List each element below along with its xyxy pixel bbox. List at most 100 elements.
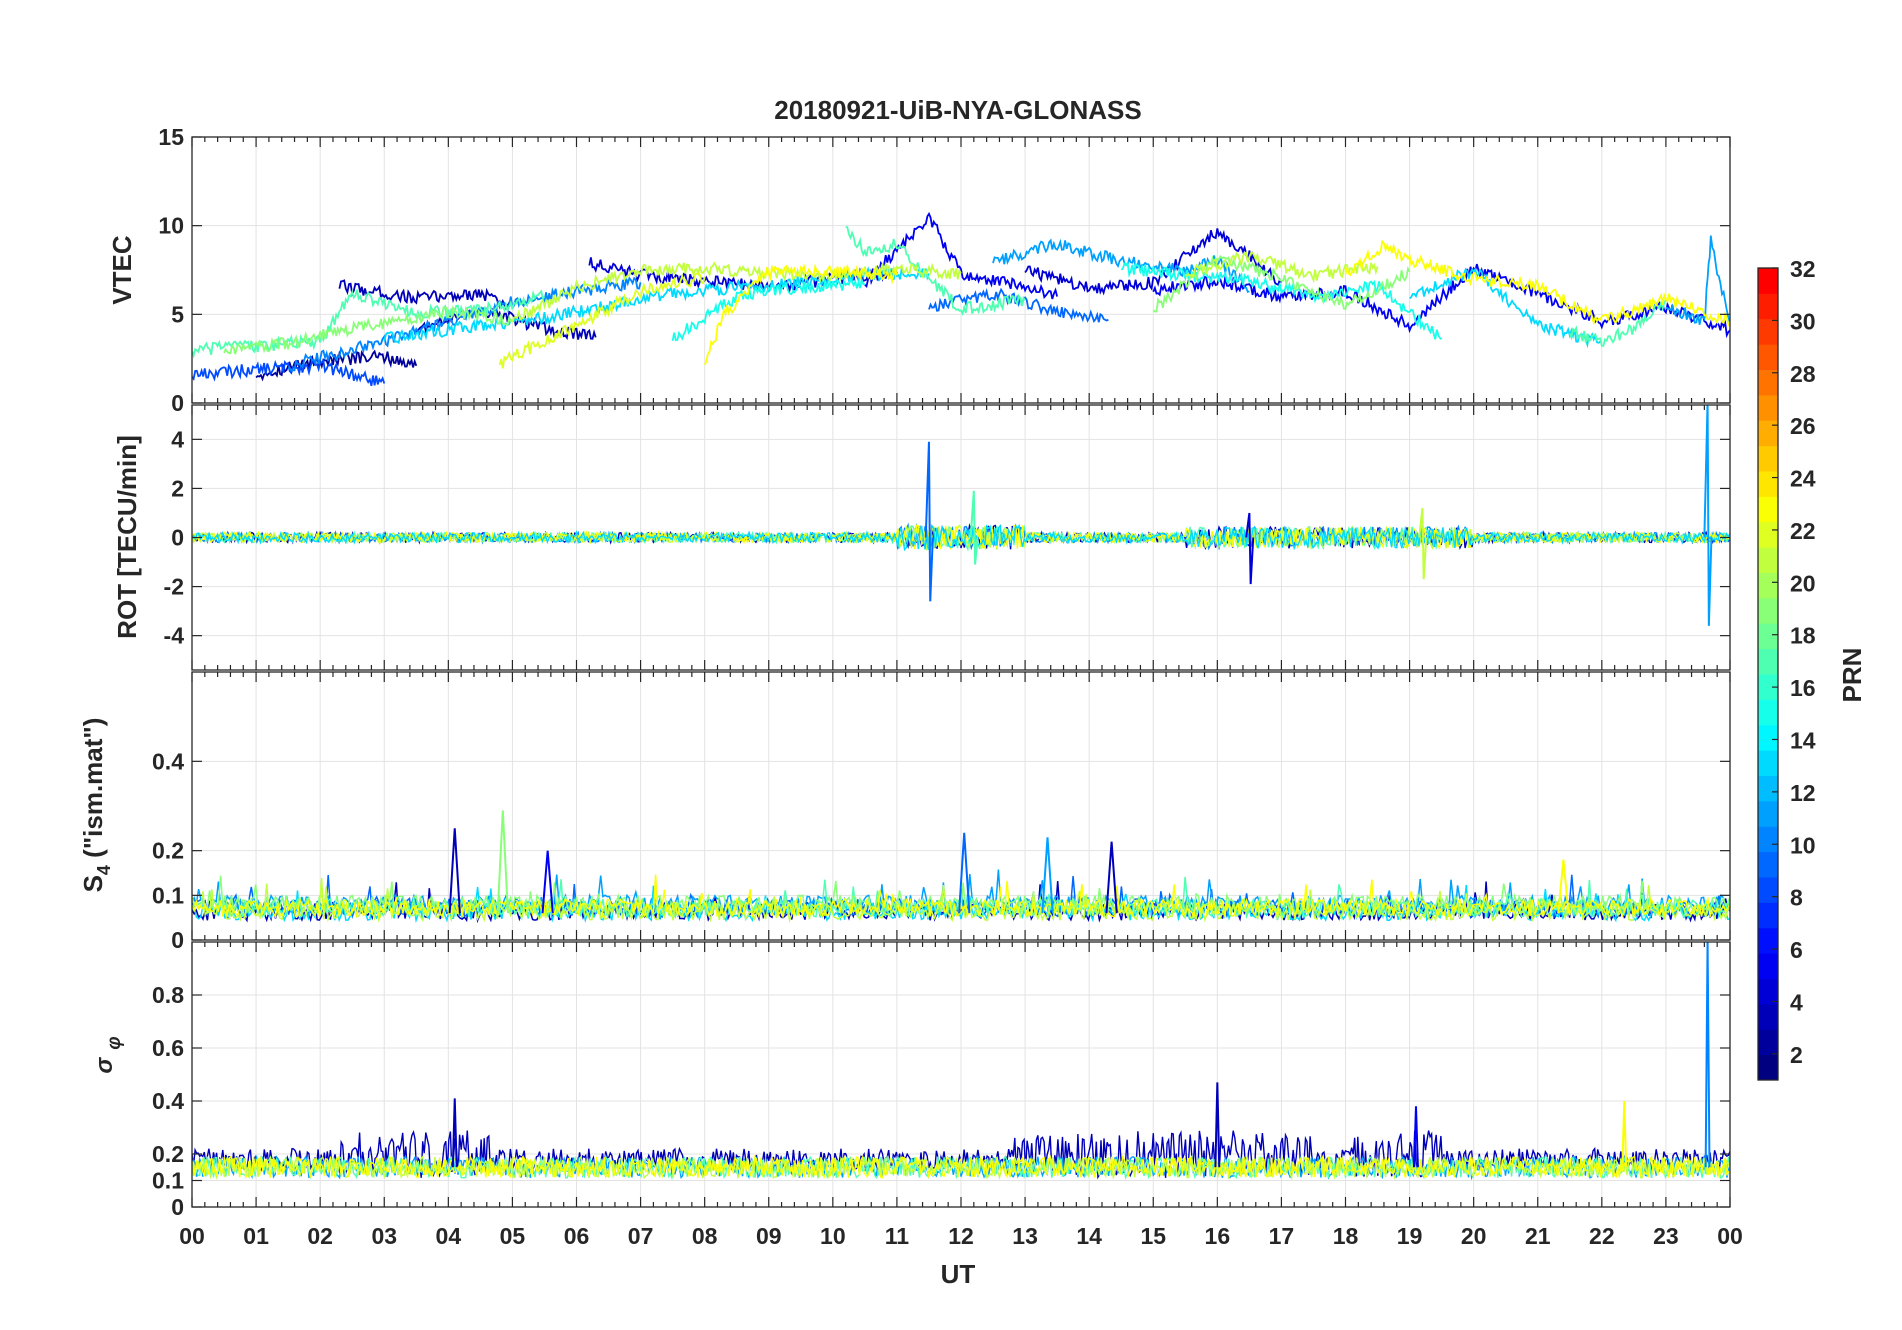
colorbar-segment: [1758, 496, 1778, 523]
x-tick-label: 00: [1717, 1223, 1743, 1249]
colorbar-tick-label: 10: [1790, 832, 1816, 858]
series-group: [192, 942, 1730, 1181]
colorbar-segment: [1758, 775, 1778, 802]
vtec-series-line: [1344, 239, 1730, 328]
x-tick-label: 21: [1525, 1223, 1551, 1249]
x-tick-labels: 00 01 02 03 04 05 06 07 08 09 10 11 12 13 14 15 16 17 18 19…: [179, 1223, 1743, 1249]
colorbar-tick-label: 8: [1790, 885, 1803, 911]
y-tick-label: 0.1: [152, 882, 184, 908]
x-tick-label: 09: [756, 1223, 782, 1249]
colorbar-segment: [1758, 978, 1778, 1005]
colorbar-tick-label: 4: [1790, 989, 1803, 1015]
rot-spike: [1245, 512, 1255, 585]
x-tick-label: 11: [885, 1223, 910, 1249]
panel-sigma-phi: 00.10.2 0.4 0.6 0.8: [152, 941, 1731, 1220]
s4-spike: [448, 828, 461, 914]
x-tick-label: 12: [948, 1223, 974, 1249]
ylabel-s4-sub: 4: [94, 865, 114, 875]
ylabel-vtec: VTEC: [107, 235, 137, 305]
colorbar-segment: [1758, 420, 1778, 447]
vtec-series-line: [1152, 263, 1730, 339]
vtec-series-line: [511, 261, 962, 323]
colorbar-segment: [1758, 877, 1778, 903]
vtec-series-line: [192, 359, 386, 387]
x-tick-label: 02: [307, 1223, 333, 1249]
colorbar-tick-label: 20: [1790, 570, 1816, 596]
y-tick-label: 0: [171, 1194, 184, 1220]
vtec-series-line: [1024, 228, 1283, 296]
panel-s4: 0 0.1 0.2 0.4: [152, 671, 1731, 953]
y-tick-label: 0.1: [152, 1168, 184, 1194]
ylabel-rot: ROT [TECU/min]: [112, 435, 142, 639]
x-tick-label: 08: [692, 1223, 718, 1249]
y-tick-label: 0.2: [152, 1141, 184, 1167]
x-tick-label: 07: [628, 1223, 654, 1249]
colorbar-segment: [1758, 268, 1778, 294]
colorbar-segment: [1758, 623, 1778, 650]
vtec-series-line: [703, 263, 898, 366]
colorbar-segment: [1758, 699, 1778, 726]
y-tick-label: 0.8: [152, 982, 184, 1008]
y-tick-label: 0.4: [152, 1088, 184, 1114]
ylabel-sigma-main: σ: [91, 1057, 118, 1074]
x-tick-label: 10: [820, 1223, 846, 1249]
colorbar-segment: [1758, 394, 1778, 421]
colorbar-tick-label: 6: [1790, 937, 1803, 963]
panel-rot: -4 -2 0 2 4: [164, 404, 1731, 671]
sigma-spike: [1413, 1106, 1419, 1168]
colorbar-segment: [1758, 521, 1778, 548]
rot-spike: [1703, 405, 1713, 626]
x-tick-label: 16: [1205, 1223, 1231, 1249]
s4-spike: [541, 850, 554, 914]
colorbar-frame: [1757, 267, 1779, 1081]
colorbar-tick-label: 24: [1790, 466, 1816, 492]
ylabel-s4: S4 ("ism.mat"): [78, 718, 114, 893]
ylabel-sigma: σφ: [91, 1036, 125, 1073]
colorbar-segment: [1758, 927, 1778, 954]
ylabel-s4-main: S: [78, 875, 108, 892]
x-tick-label: 19: [1397, 1223, 1423, 1249]
colorbar-tick-label: 12: [1790, 780, 1816, 806]
x-tick-label: 06: [564, 1223, 590, 1249]
colorbar-label: PRN: [1837, 648, 1867, 703]
x-tick-label: 04: [436, 1223, 462, 1249]
vtec-series-line: [1568, 299, 1667, 347]
colorbar-segment: [1758, 800, 1778, 827]
s4-series-line: [192, 874, 1730, 920]
colorbar-segment: [1758, 597, 1778, 624]
rot-spike: [924, 441, 934, 602]
y-tick-label: 0: [171, 390, 184, 416]
panel-vtec: 0 5 10 15: [158, 124, 1731, 416]
colorbar-segment: [1758, 369, 1778, 396]
colorbar-segment: [1758, 1029, 1778, 1056]
series-group: [192, 211, 1730, 387]
s4-spike: [1557, 859, 1570, 914]
y-tick-label: 0.6: [152, 1035, 184, 1061]
x-tick-label: 17: [1269, 1223, 1295, 1249]
colorbar-segment: [1758, 1003, 1778, 1030]
series-group: [192, 405, 1730, 626]
y-tick-label: 2: [171, 475, 184, 501]
y-tick-label: -2: [164, 574, 184, 600]
x-tick-label: 14: [1076, 1223, 1102, 1249]
x-tick-label: 22: [1589, 1223, 1615, 1249]
y-tick-label: 0: [171, 525, 184, 551]
sigma-spike: [1704, 942, 1711, 1168]
s4-spike: [1105, 841, 1118, 914]
vtec-series-line: [223, 305, 513, 355]
vtec-series-line: [1184, 251, 1379, 284]
colorbar-segment: [1758, 648, 1778, 675]
x-tick-label: 01: [243, 1223, 269, 1249]
colorbar-tick-label: 22: [1790, 518, 1816, 544]
ylabel-s4-rest: ("ism.mat"): [78, 718, 108, 865]
colorbar-tick-label: 32: [1790, 256, 1816, 282]
s4-spike: [1041, 837, 1054, 914]
vtec-series-line: [845, 226, 1026, 317]
x-tick-label: 05: [500, 1223, 526, 1249]
chart-title: 20180921-UiB-NYA-GLONASS: [774, 95, 1142, 125]
colorbar-segment: [1758, 851, 1778, 878]
colorbar-tick-label: 30: [1790, 308, 1816, 334]
y-tick-label: 10: [158, 213, 184, 239]
x-tick-label: 20: [1461, 1223, 1487, 1249]
vtec-series-line: [415, 306, 597, 341]
